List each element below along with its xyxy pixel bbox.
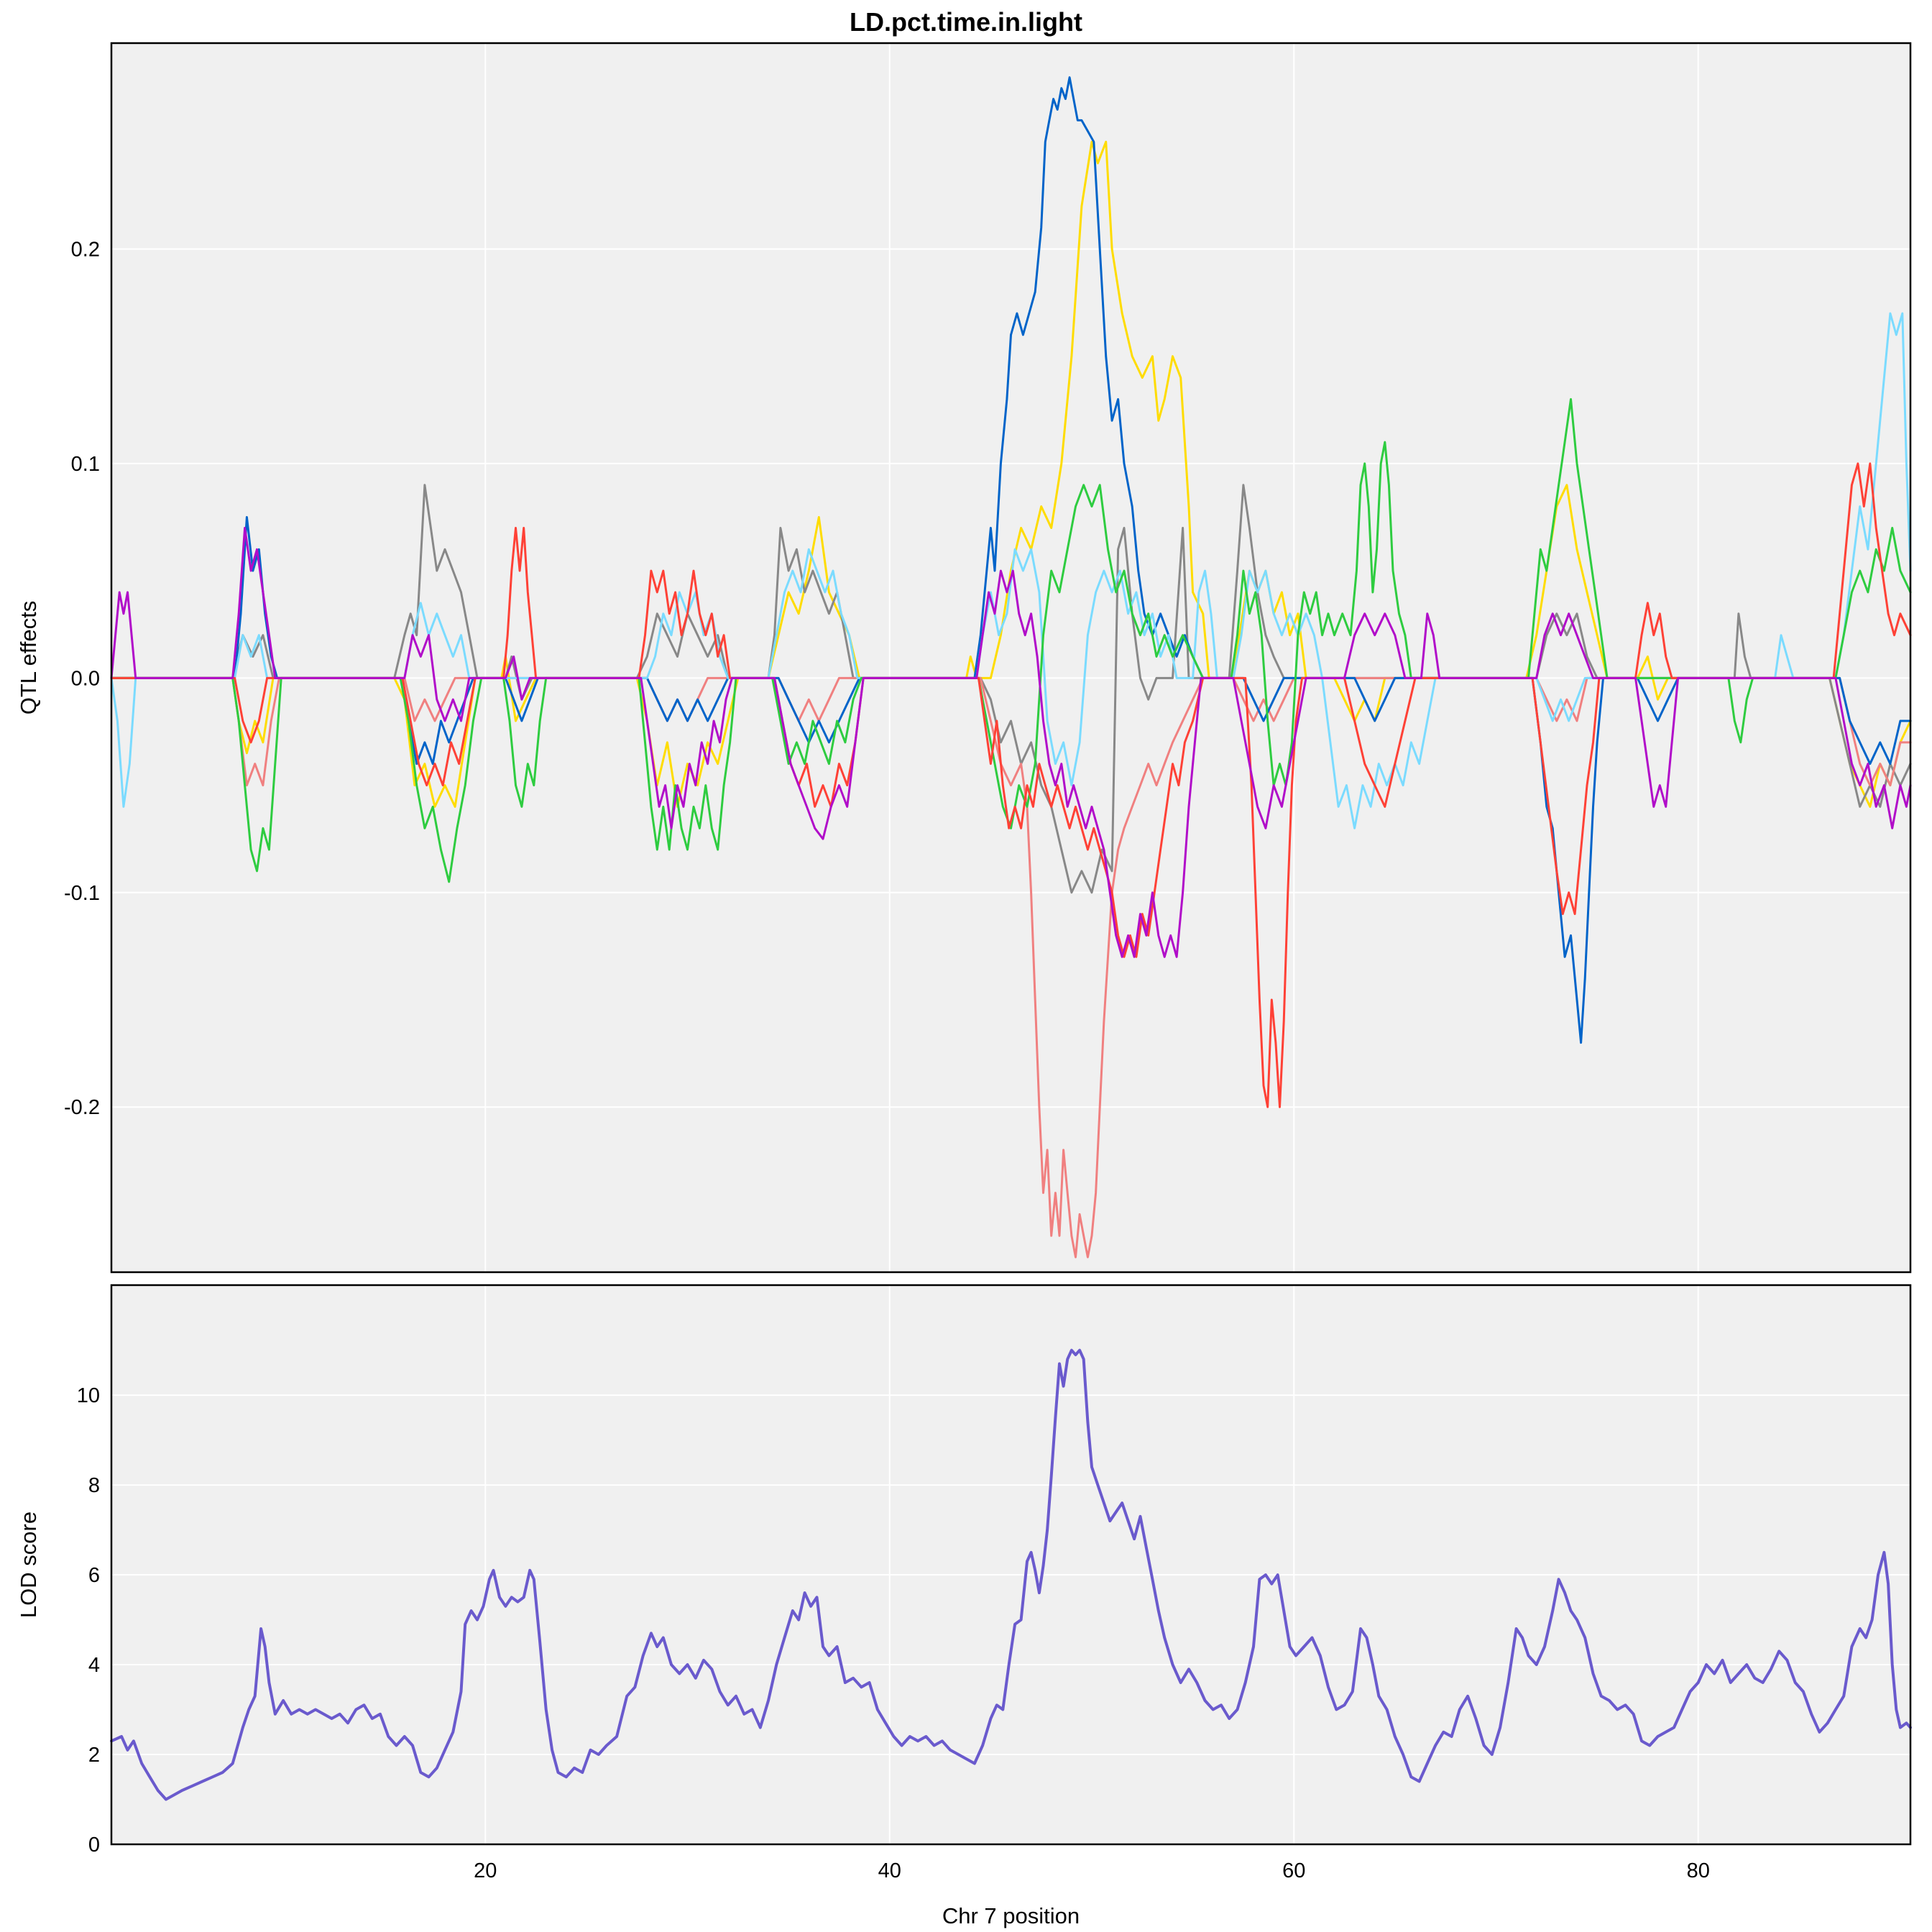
x-tick-label: 80 (1687, 1859, 1710, 1882)
x-tick-label: 20 (474, 1859, 497, 1882)
y-tick-label: 2 (88, 1744, 100, 1767)
series-line-founder-lightblue (110, 312, 1912, 829)
series-line-founder-blue (110, 76, 1912, 1044)
series-line-founder-purple (110, 527, 1912, 958)
x-tick-label: 60 (1282, 1859, 1305, 1882)
panel-background (111, 1285, 1910, 1844)
y-tick-label: 0.1 (71, 453, 100, 476)
panel-border (110, 1284, 1912, 1846)
chart-title: LD.pct.time.in.light (850, 7, 1082, 37)
y-tick-label: 0 (88, 1834, 100, 1857)
y-tick-label: 8 (88, 1474, 100, 1497)
y-tick-label: 4 (88, 1654, 100, 1677)
y-tick-label: 0.0 (71, 667, 100, 690)
series-line-founder-green (110, 397, 1912, 883)
series-line-lod-score (110, 1348, 1912, 1801)
y-tick-label: 0.2 (71, 238, 100, 261)
qtl-effects-panel: -0.2 -0.1 0.0 0.1 0.2 (64, 42, 1912, 1274)
series-line-founder-red (110, 462, 1912, 1108)
y-tick-label: 10 (77, 1384, 100, 1407)
y-tick-label: -0.1 (64, 882, 100, 905)
x-tick-label: 40 (878, 1859, 901, 1882)
x-axis-label: Chr 7 position (942, 1903, 1080, 1928)
panel-background (111, 43, 1910, 1272)
lod-score-panel: 0 2 4 6 8 10 20 40 60 80 Chr 7 position (77, 1284, 1912, 1928)
panel-border (110, 42, 1912, 1274)
y-tick-label: 6 (88, 1564, 100, 1587)
y-tick-label: -0.2 (64, 1096, 100, 1119)
